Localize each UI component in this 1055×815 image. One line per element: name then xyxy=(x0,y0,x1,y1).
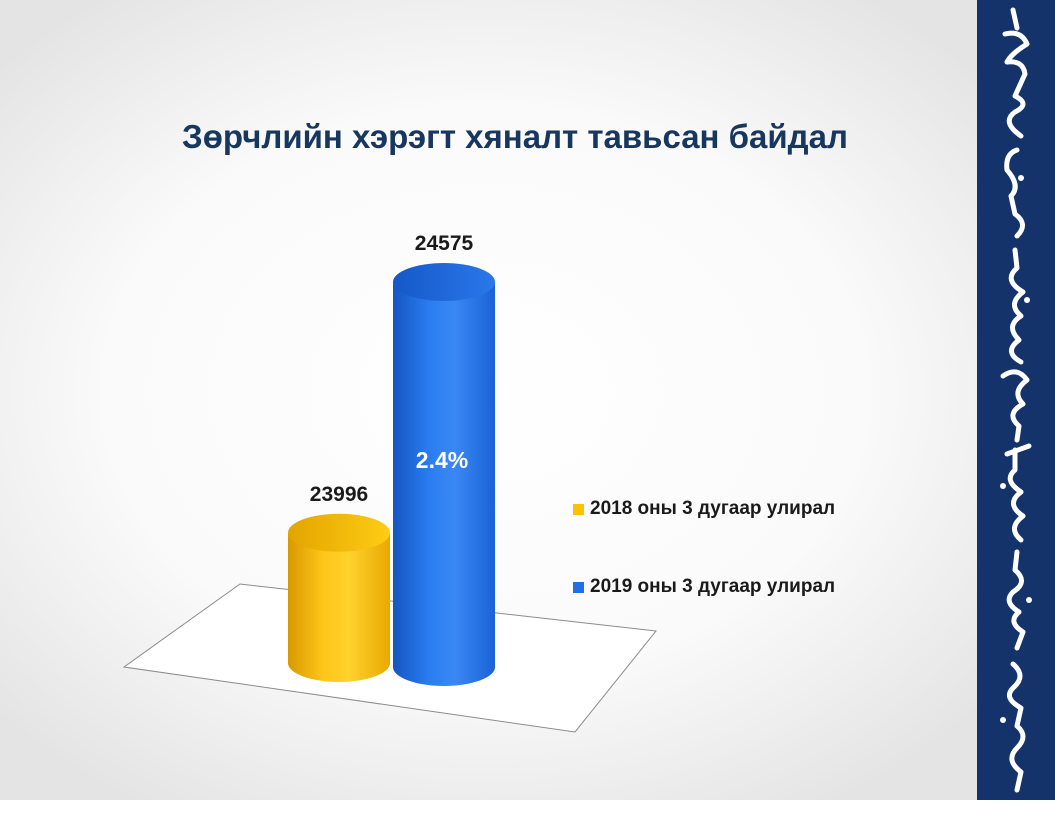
chart-legend: 2018 оны 3 дугаар улирал 2019 оны 3 дуга… xyxy=(573,497,835,653)
percent-change-label: 2.4% xyxy=(416,447,468,473)
legend-label: 2018 оны 3 дугаар улирал xyxy=(590,498,836,519)
legend-swatch xyxy=(573,581,584,593)
data-label: 24575 xyxy=(415,232,474,255)
bar-top-cap xyxy=(288,513,390,552)
chart-area: 23996 24575 2.4% xyxy=(122,232,657,733)
bar-body xyxy=(288,532,390,682)
data-label: 23996 xyxy=(310,483,368,506)
bar-top-cap xyxy=(393,263,495,301)
bottom-strip xyxy=(0,800,1055,815)
side-panel-mongolian-script xyxy=(977,0,1055,800)
bar-body xyxy=(393,282,495,686)
bar-2 xyxy=(393,263,495,686)
legend-item: 2019 оны 3 дугаар улирал xyxy=(573,575,835,599)
mongolian-script-graphic xyxy=(1000,7,1032,793)
legend-label: 2019 оны 3 дугаар улирал xyxy=(590,576,836,597)
legend-item: 2018 оны 3 дугаар улирал xyxy=(573,497,835,521)
bar-1 xyxy=(288,513,390,682)
legend-swatch xyxy=(573,503,584,515)
chart-title: Зөрчлийн хэрэгт хяналт тавьсан байдал xyxy=(182,118,848,155)
